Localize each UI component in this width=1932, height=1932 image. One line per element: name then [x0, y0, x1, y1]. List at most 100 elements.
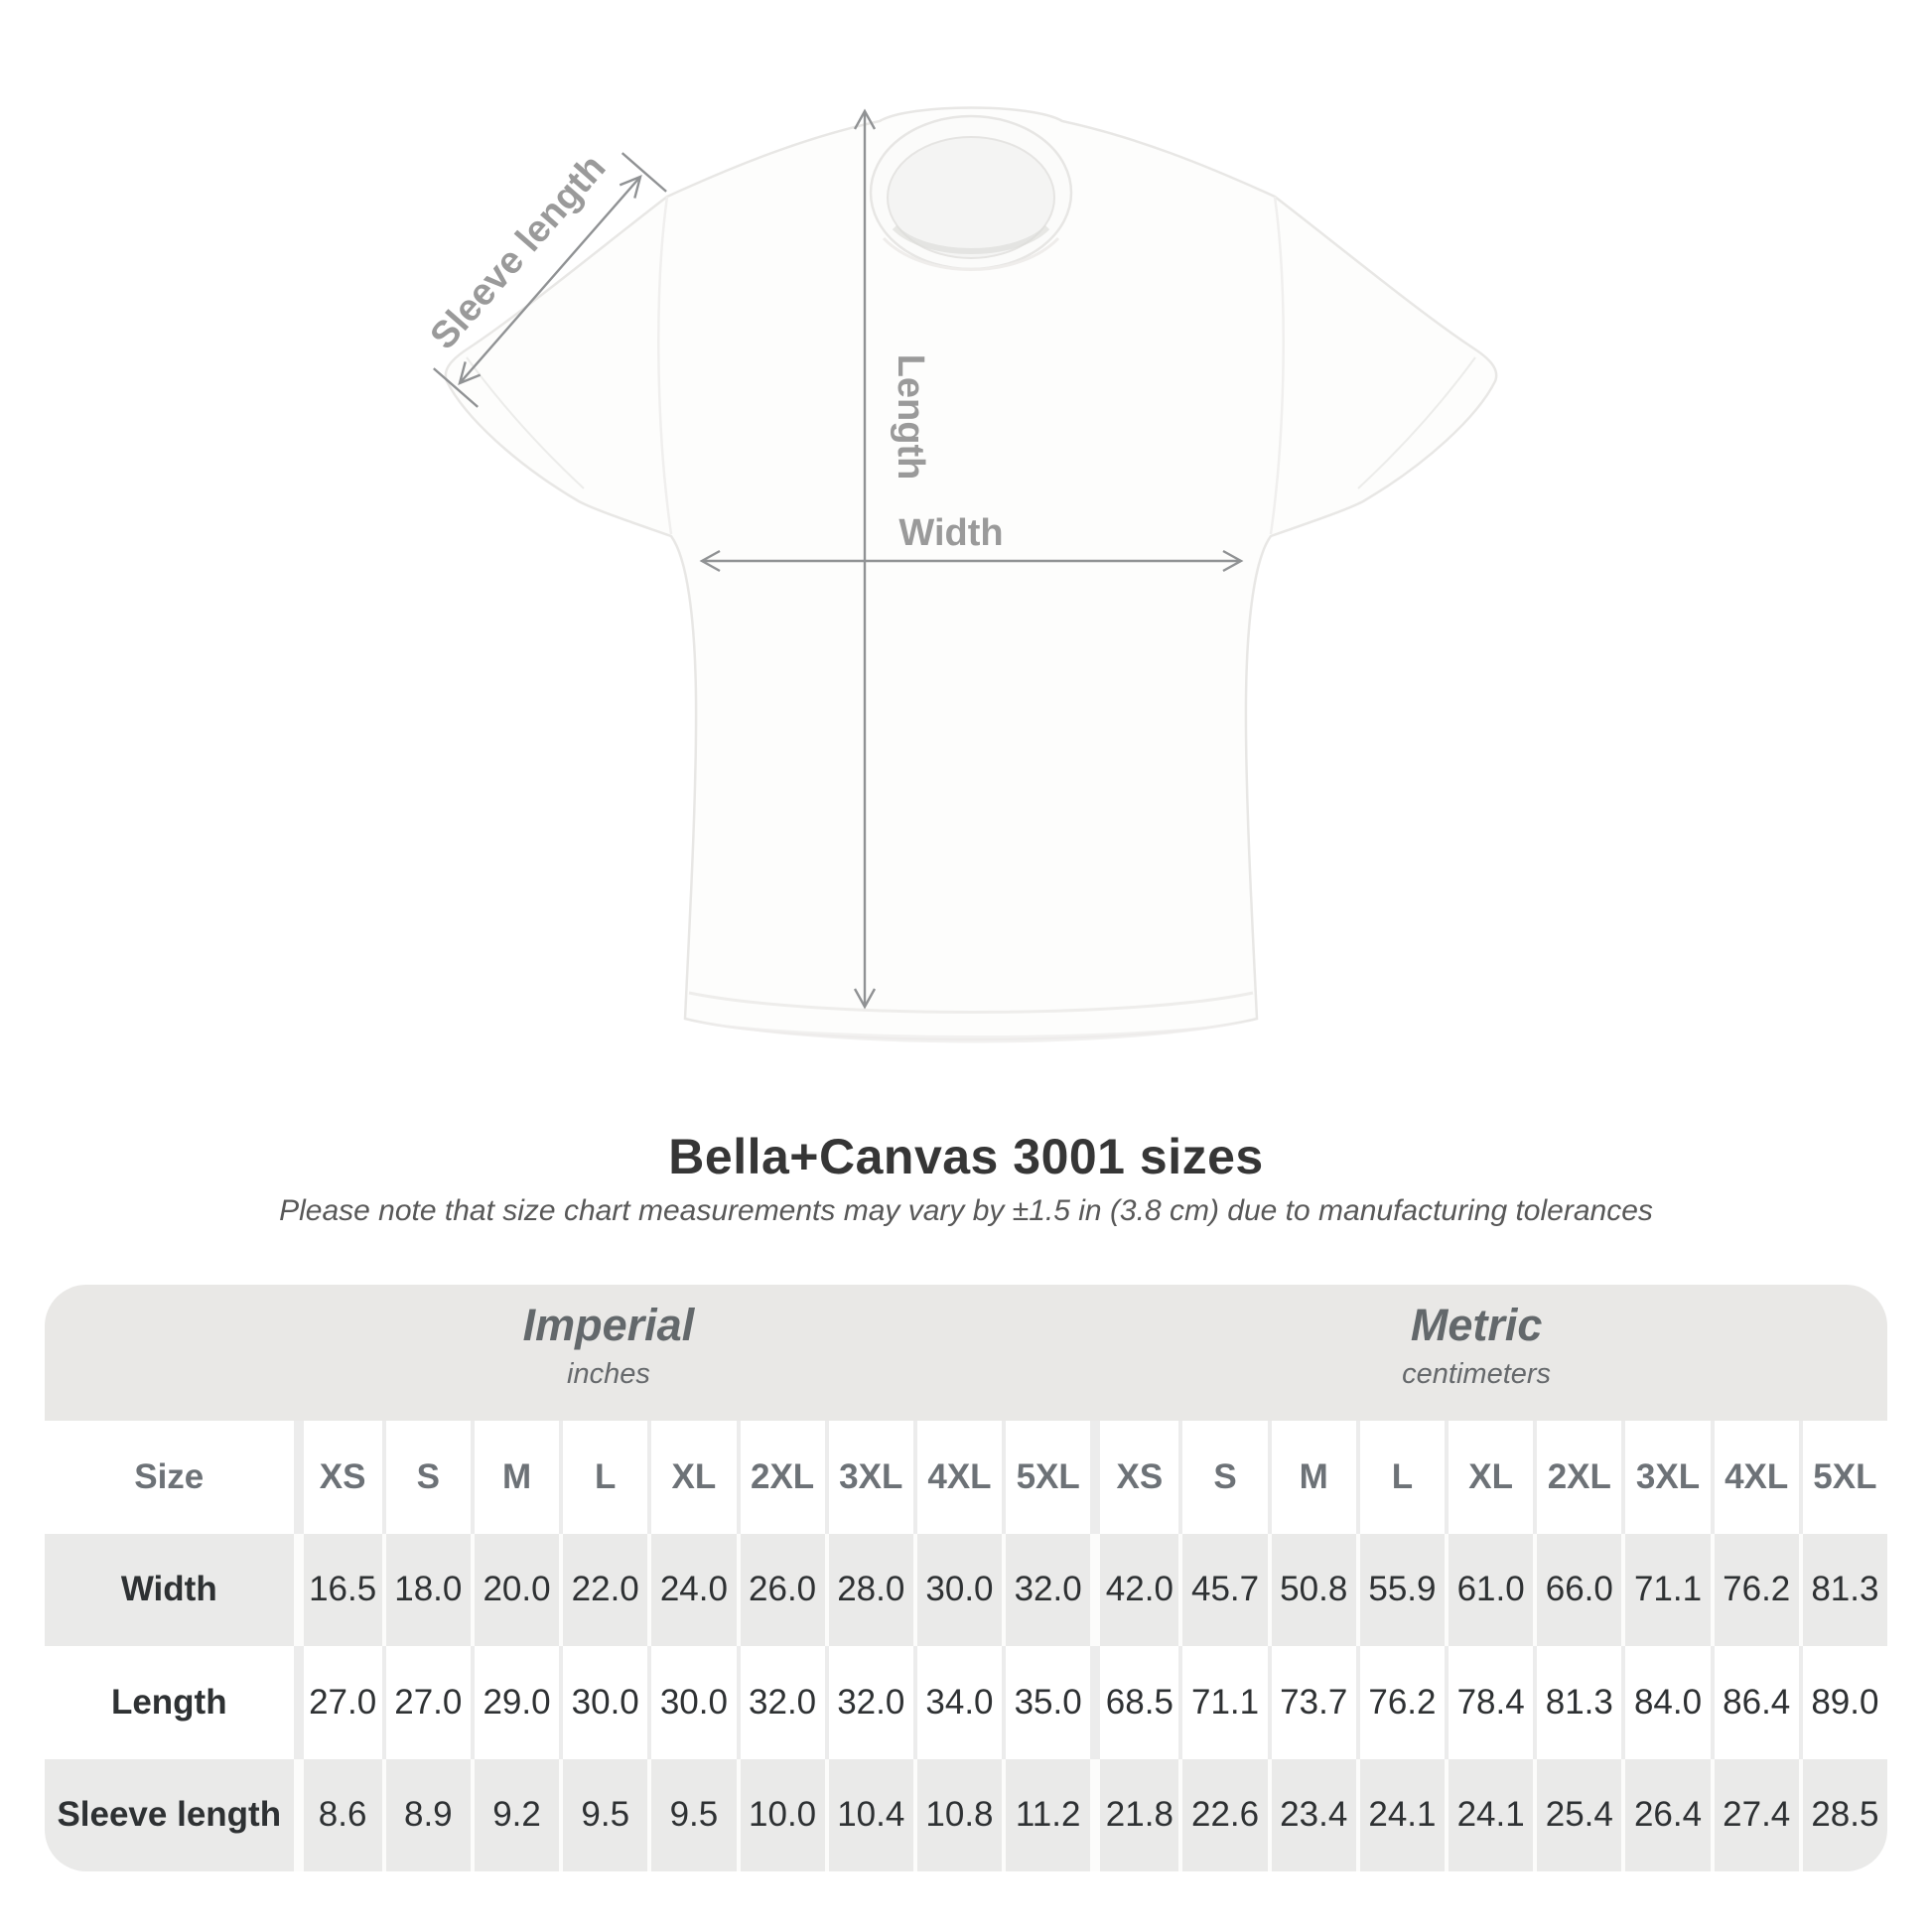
collar-opening: [887, 136, 1055, 259]
width-arrowhead-right: [1222, 549, 1244, 573]
sleeve-value-cell: 24.1: [1445, 1758, 1534, 1871]
width-label: Width: [898, 512, 1003, 554]
sleeve-value-cell: 26.4: [1621, 1758, 1711, 1871]
size-header-cell: 3XL: [1621, 1421, 1711, 1534]
size-header-row: Size XS S M L XL 2XL 3XL 4XL 5XL XS S M L XL 2XL 3XL 4XL…: [45, 1421, 1887, 1534]
length-value-cell: 32.0: [824, 1646, 913, 1759]
width-arrowhead-left: [699, 549, 721, 573]
right-sleeve-seam: [1269, 196, 1285, 535]
sleeve-value-cell: 25.4: [1533, 1758, 1622, 1871]
page-subtitle: Please note that size chart measurements…: [279, 1194, 1653, 1227]
width-value-cell: 55.9: [1355, 1533, 1446, 1646]
imperial-group-unit: inches: [567, 1358, 650, 1390]
sleeve-value-cell: 24.1: [1355, 1758, 1446, 1871]
sleeve-value-cell: 23.4: [1267, 1758, 1356, 1871]
size-header-cell: XL: [1445, 1421, 1534, 1534]
size-column-header: Size: [45, 1421, 294, 1534]
size-header-cell: 2XL: [1533, 1421, 1622, 1534]
sleeve-arrowhead-bottom: [458, 361, 482, 386]
tshirt-illustration: [444, 106, 1498, 1043]
length-value-cell: 29.0: [470, 1646, 560, 1759]
width-value-cell: 30.0: [912, 1533, 1003, 1646]
sleeve-value-cell: 9.5: [647, 1758, 737, 1871]
width-value-cell: 20.0: [470, 1533, 560, 1646]
size-header-cell: 5XL: [1002, 1421, 1091, 1534]
width-value-cell: 66.0: [1533, 1533, 1622, 1646]
metric-group-unit: centimeters: [1402, 1358, 1552, 1390]
size-header-cell: XL: [647, 1421, 737, 1534]
hem-stitch: [688, 991, 1254, 1014]
length-value-cell: 81.3: [1533, 1646, 1622, 1759]
width-value-cell: 16.5: [293, 1533, 382, 1646]
sleeve-value-cell: 28.5: [1798, 1758, 1887, 1871]
length-arrowhead-bottom: [853, 988, 877, 1010]
size-header-cell: L: [559, 1421, 648, 1534]
length-value-cell: 30.0: [647, 1646, 737, 1759]
sleeve-value-cell: 11.2: [1002, 1758, 1091, 1871]
under-collar-shadow: [882, 236, 1060, 271]
imperial-group-title: Imperial: [522, 1300, 695, 1350]
sleeve-value-cell: 8.6: [293, 1758, 382, 1871]
sleeve-value-cell: 10.8: [912, 1758, 1003, 1871]
length-value-cell: 68.5: [1090, 1646, 1179, 1759]
sleeve-value-cell: 27.4: [1710, 1758, 1799, 1871]
left-sleeve-seam: [657, 196, 673, 535]
metric-group-header: Metric centimeters: [1402, 1299, 1551, 1396]
width-value-cell: 81.3: [1798, 1533, 1887, 1646]
width-value-cell: 22.0: [559, 1533, 648, 1646]
length-value-cell: 27.0: [293, 1646, 382, 1759]
length-value-cell: 76.2: [1355, 1646, 1446, 1759]
length-value-cell: 78.4: [1445, 1646, 1534, 1759]
width-value-cell: 18.0: [381, 1533, 471, 1646]
width-value-cell: 45.7: [1178, 1533, 1268, 1646]
width-value-cell: 26.0: [736, 1533, 825, 1646]
width-value-cell: 42.0: [1090, 1533, 1179, 1646]
right-cuff-fold: [1357, 356, 1476, 489]
size-table: Imperial inches Metric centimeters Size …: [45, 1285, 1887, 1871]
sleeve-value-cell: 8.9: [381, 1758, 471, 1871]
length-value-cell: 73.7: [1267, 1646, 1356, 1759]
width-row-label: Width: [45, 1533, 294, 1646]
length-value-cell: 35.0: [1002, 1646, 1091, 1759]
width-row: Width 16.5 18.0 20.0 22.0 24.0 26.0 28.0 30.0 32…: [45, 1533, 1887, 1646]
length-value-cell: 89.0: [1798, 1646, 1887, 1759]
size-header-cell: 5XL: [1798, 1421, 1887, 1534]
width-value-cell: 61.0: [1445, 1533, 1534, 1646]
size-header-cell: M: [1267, 1421, 1356, 1534]
width-value-cell: 71.1: [1621, 1533, 1711, 1646]
sleeve-length-row: Sleeve length 8.6 8.9 9.2 9.5 9.5 10.0 10.4 10.…: [45, 1758, 1887, 1871]
size-header-cell: L: [1355, 1421, 1446, 1534]
size-header-cell: XS: [293, 1421, 382, 1534]
size-header-cell: 4XL: [1710, 1421, 1799, 1534]
length-value-cell: 32.0: [736, 1646, 825, 1759]
sleeve-row-label: Sleeve length: [45, 1758, 294, 1871]
length-value-cell: 27.0: [381, 1646, 471, 1759]
size-header-cell: XS: [1090, 1421, 1179, 1534]
length-value-cell: 71.1: [1178, 1646, 1268, 1759]
tshirt-size-diagram: Sleeve length Length Width: [422, 106, 1498, 1043]
sleeve-value-cell: 21.8: [1090, 1758, 1179, 1871]
size-header-cell: M: [470, 1421, 560, 1534]
imperial-group-header: Imperial inches: [523, 1299, 695, 1396]
sleeve-value-cell: 9.5: [559, 1758, 648, 1871]
sleeve-value-cell: 10.0: [736, 1758, 825, 1871]
width-value-cell: 28.0: [824, 1533, 913, 1646]
sleeve-value-cell: 10.4: [824, 1758, 913, 1871]
page-title: Bella+Canvas 3001 sizes: [668, 1129, 1264, 1184]
collar-inner-shadow: [892, 224, 1050, 254]
sleeve-value-cell: 9.2: [470, 1758, 560, 1871]
metric-group-title: Metric: [1410, 1300, 1543, 1350]
sleeve-end-tick-top: [621, 152, 667, 193]
hem-shadow: [691, 1021, 1253, 1043]
length-label: Length: [890, 354, 931, 481]
width-value-cell: 32.0: [1002, 1533, 1091, 1646]
width-value-cell: 24.0: [647, 1533, 737, 1646]
size-header-cell: S: [381, 1421, 471, 1534]
length-value-cell: 86.4: [1710, 1646, 1799, 1759]
width-value-cell: 76.2: [1710, 1533, 1799, 1646]
length-row: Length 27.0 27.0 29.0 30.0 30.0 32.0 32.0 34.0 3…: [45, 1646, 1887, 1759]
size-header-cell: 4XL: [912, 1421, 1003, 1534]
length-row-label: Length: [45, 1646, 294, 1759]
size-header-cell: 3XL: [824, 1421, 913, 1534]
